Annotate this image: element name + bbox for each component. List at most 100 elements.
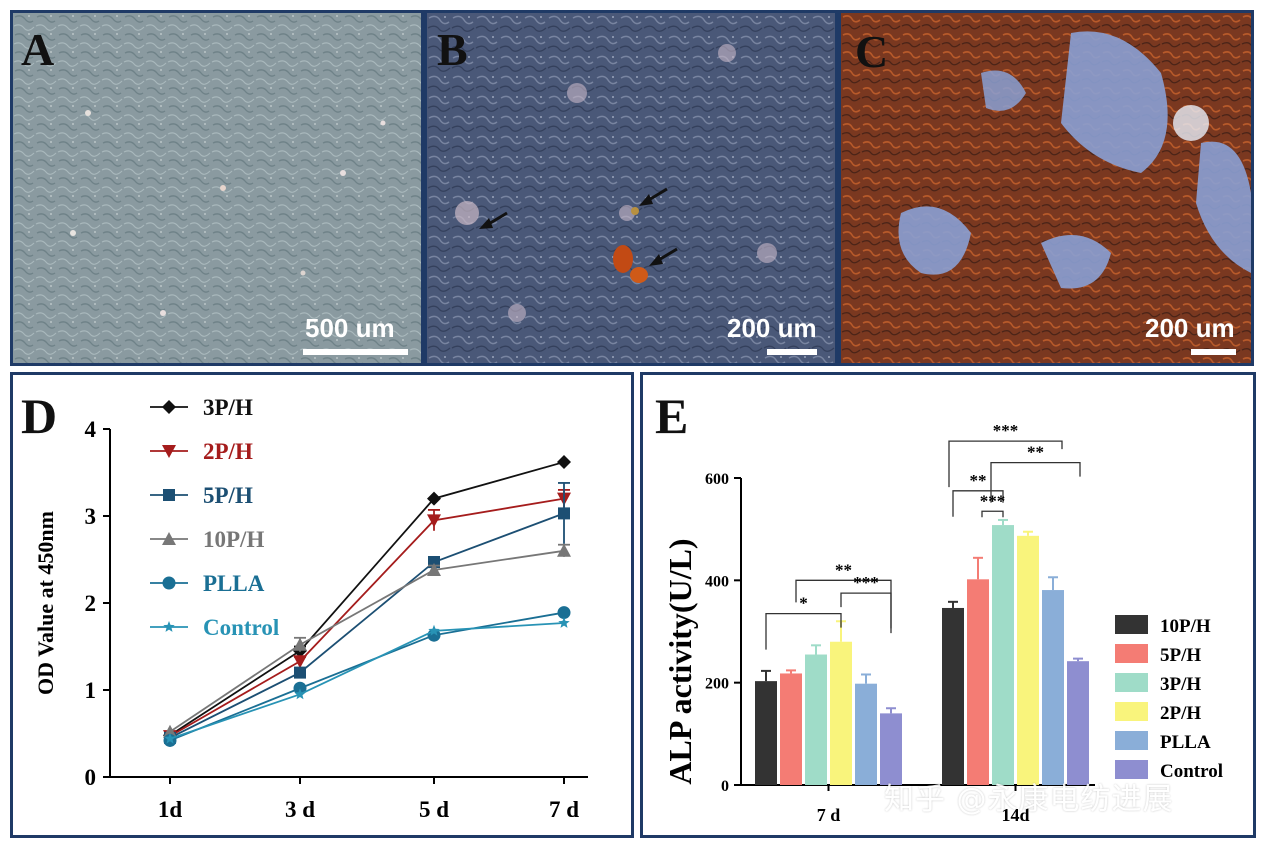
panel-d: D 0 1 2 3 4 1d 3 d 5 d 7 d OD Value at 450nm 3P/H 2… [10, 372, 634, 838]
scale-bar-b [767, 349, 817, 355]
x-tick-label: 14d [1001, 805, 1029, 825]
scale-bar-c [1191, 349, 1236, 355]
data-point [557, 455, 571, 470]
series-line [169, 461, 565, 736]
bar [942, 607, 964, 785]
micrograph-b-image [427, 13, 835, 363]
micrograph-c: C 200 um [841, 13, 1251, 363]
data-point [558, 507, 570, 520]
scale-bar-a [303, 349, 408, 355]
bar [755, 681, 777, 785]
legend-label: 2P/H [1160, 703, 1201, 724]
legend-swatch [1115, 615, 1148, 634]
data-point [293, 681, 307, 695]
legend-label: 5P/H [1160, 645, 1201, 666]
significance-label: ** [1027, 443, 1044, 462]
scale-bar-label-c: 200 um [1145, 313, 1235, 343]
legend-label: PLLA [203, 571, 265, 596]
significance-bracket: * [765, 594, 842, 650]
data-point [294, 666, 306, 679]
legend-marker [163, 621, 175, 632]
legend-label: 5P/H [203, 483, 253, 508]
bar [992, 525, 1014, 785]
y-axis-title: ALP activity(U/L) [662, 538, 698, 784]
data-point [427, 514, 441, 528]
data-point [558, 617, 570, 628]
y-axis-title: OD Value at 450nm [33, 511, 58, 695]
significance-bracket: *** [980, 491, 1006, 518]
panel-label-a: A [21, 24, 55, 75]
significance-label: ** [970, 471, 987, 490]
legend-marker [163, 489, 175, 501]
panel-e: E 0 200 400 600 ALP activity(U/L) 7 d 14d * ** **… [640, 372, 1256, 838]
bracket-line [948, 440, 1063, 488]
od-line-chart: 0 1 2 3 4 1d 3 d 5 d 7 d OD Value at 450nm 3P/H 2P/… [33, 395, 588, 822]
legend-label: Control [203, 615, 279, 640]
bar [830, 641, 852, 785]
data-point [427, 562, 441, 576]
x-tick-label: 3 d [285, 797, 315, 822]
significance-bracket: ** [795, 560, 892, 629]
x-tick-label: 7 d [817, 805, 841, 825]
bar [1017, 535, 1039, 785]
legend-swatch [1115, 702, 1148, 721]
legend-swatch [1115, 760, 1148, 779]
micrograph-b: B 200 um [427, 13, 835, 363]
watermark-text: 知乎 @永康电纺进展 [884, 782, 1174, 817]
bracket-line [981, 510, 1004, 518]
y-tick-label: 0 [721, 778, 729, 795]
series-control: Control [150, 615, 570, 744]
y-tick-label: 3 [85, 504, 97, 529]
data-point [557, 606, 571, 620]
panel-label-d: D [21, 388, 58, 444]
legend-marker [162, 400, 176, 414]
legend-label: 3P/H [1160, 674, 1201, 695]
bar [780, 673, 802, 785]
micrograph-a: A 500 um [13, 13, 421, 363]
data-point [163, 724, 177, 738]
series-line [169, 497, 565, 737]
significance-label: *** [993, 421, 1019, 440]
legend-swatch [1115, 731, 1148, 750]
bracket-line [765, 612, 842, 650]
legend-swatch [1115, 673, 1148, 692]
micrograph-a-image [13, 13, 421, 363]
significance-label: *** [853, 573, 879, 592]
legend-label: 10P/H [203, 527, 264, 552]
data-point [293, 655, 307, 669]
panel-label-c: C [855, 26, 889, 77]
bar [880, 713, 902, 785]
significance-label: * [799, 594, 808, 613]
bar [805, 654, 827, 785]
bracket-line [840, 592, 892, 634]
legend-marker [162, 445, 176, 458]
legend-label: Control [1160, 761, 1223, 782]
series-line [169, 549, 565, 733]
bar [1042, 590, 1064, 785]
bar [967, 579, 989, 785]
data-point [557, 543, 571, 557]
y-tick-label: 200 [705, 676, 729, 693]
x-tick-label: 1d [158, 797, 183, 822]
scale-bar-label-b: 200 um [727, 313, 817, 343]
legend-label: 10P/H [1160, 616, 1211, 637]
y-tick-label: 0 [85, 765, 97, 790]
legend-label: PLLA [1160, 732, 1211, 753]
micrograph-c-image [841, 13, 1251, 363]
series-line [169, 622, 565, 740]
legend-marker [162, 532, 176, 545]
data-point [428, 624, 440, 636]
significance-bracket: ** [990, 443, 1081, 503]
y-tick-label: 4 [85, 417, 97, 442]
legend-label: 2P/H [203, 439, 253, 464]
data-point [294, 688, 306, 700]
legend-swatch [1115, 644, 1148, 663]
x-tick-label: 5 d [419, 797, 449, 822]
y-tick-label: 2 [85, 591, 97, 616]
significance-bracket: ** [952, 471, 1004, 517]
significance-label: *** [980, 491, 1006, 510]
panel-label-e: E [655, 388, 689, 444]
bar [1067, 661, 1089, 785]
y-tick-label: 400 [705, 573, 729, 590]
